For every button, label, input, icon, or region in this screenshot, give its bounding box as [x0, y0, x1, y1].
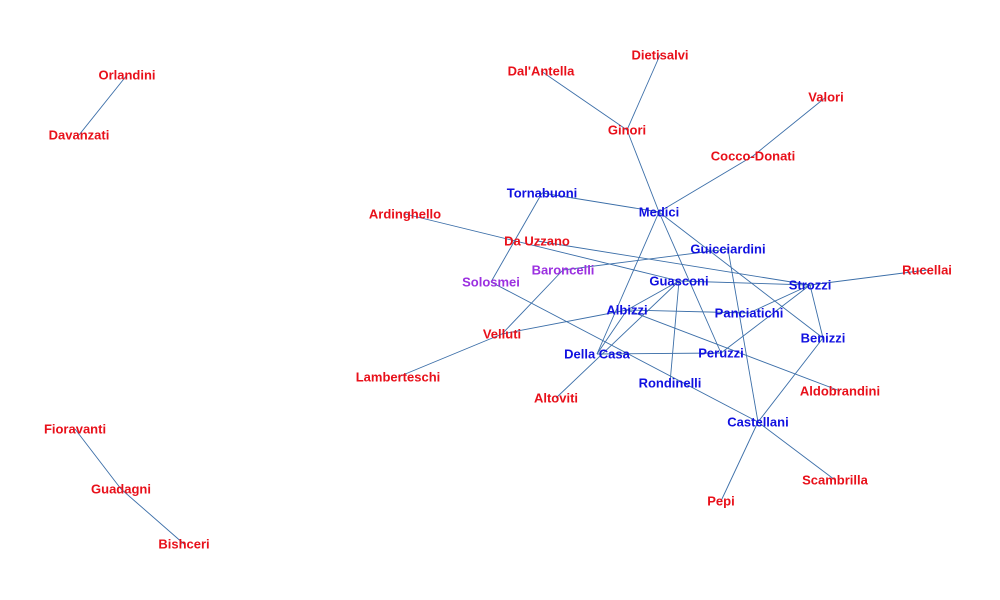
edge-medici-benizzi — [658, 211, 824, 339]
edge-guasconi-rondinelli — [669, 280, 680, 384]
edge-coccodonati-medici — [658, 155, 754, 213]
edge-strozzi-benizzi — [809, 284, 824, 339]
edge-tornabuoni-solosmei — [490, 192, 543, 283]
node-guasconi: Guasconi — [649, 274, 708, 289]
edge-solosmei-castellani — [490, 281, 759, 423]
edge-ginori-medici — [626, 129, 660, 213]
edge-dellacasa-peruzzi — [596, 352, 722, 355]
edge-guasconi-strozzi — [678, 280, 811, 286]
node-velluti: Velluti — [483, 327, 521, 342]
edge-albizzi-dellacasa — [596, 309, 628, 355]
edge-albizzi-aldobrandini — [626, 309, 841, 392]
edges-layer — [74, 54, 928, 545]
node-solosmei: Solosmei — [462, 275, 520, 290]
node-dietisalvi: Dietisalvi — [631, 48, 688, 63]
edge-tornabuoni-medici — [541, 192, 660, 213]
edge-medici-dellacasa — [596, 211, 660, 355]
node-baroncelli: Baroncelli — [532, 263, 595, 278]
edge-benizzi-castellani — [757, 337, 824, 423]
node-bishceri: Bishceri — [158, 537, 209, 552]
edge-guasconi-altoviti — [555, 280, 680, 399]
node-dellacasa: Della Casa — [564, 347, 631, 362]
node-altoviti: Altoviti — [534, 391, 578, 406]
node-guadagni: Guadagni — [91, 482, 151, 497]
edge-strozzi-peruzzi — [720, 284, 811, 354]
node-panciatichi: Panciatichi — [715, 306, 784, 321]
node-castellani: Castellani — [727, 415, 788, 430]
node-ardinghello: Ardinghello — [369, 207, 441, 222]
edge-castellani-scambrilla — [757, 421, 836, 481]
edge-valori-coccodonati — [752, 96, 827, 157]
edge-fioravanti-guadagni — [74, 428, 122, 490]
node-strozzi: Strozzi — [789, 278, 832, 293]
edge-guasconi-albizzi — [626, 280, 680, 311]
node-benizzi: Benizzi — [801, 331, 846, 346]
edge-dietisalvi-ginori — [626, 54, 661, 131]
node-pepi: Pepi — [707, 494, 734, 509]
edge-albizzi-panciatichi — [626, 309, 750, 314]
node-fioravanti: Fioravanti — [44, 422, 106, 437]
edge-castellani-pepi — [720, 421, 759, 502]
edge-guadagni-bishceri — [120, 488, 185, 545]
node-dauzzano: Da Uzzano — [504, 234, 570, 249]
node-valori: Valori — [808, 90, 843, 105]
edge-orlandini-davanzati — [78, 74, 128, 136]
edge-baroncelli-velluti — [501, 269, 564, 335]
node-guicciardini: Guicciardini — [690, 242, 765, 257]
node-rondinelli: Rondinelli — [639, 376, 702, 391]
edge-dalantella-ginori — [540, 70, 628, 131]
edge-strozzi-panciatichi — [748, 284, 811, 314]
edge-guicciardini-baroncelli — [562, 248, 729, 271]
edge-albizzi-velluti — [501, 309, 628, 335]
node-aldobrandini: Aldobrandini — [800, 384, 880, 399]
node-davanzati: Davanzati — [49, 128, 110, 143]
node-peruzzi: Peruzzi — [698, 346, 744, 361]
node-ginori: Ginori — [608, 123, 646, 138]
node-dalantella: Dal'Antella — [508, 64, 575, 79]
node-tornabuoni: Tornabuoni — [507, 186, 578, 201]
edge-medici-peruzzi — [658, 211, 722, 354]
node-coccodonati: Cocco-Donati — [711, 149, 796, 164]
edge-strozzi-rucellai — [809, 269, 928, 286]
nodes-layer: Orlandini Davanzati Fioravanti Guadagni Bish… — [44, 48, 952, 552]
node-medici: Medici — [639, 205, 679, 220]
edge-dauzzano-strozzi — [536, 240, 811, 286]
edge-velluti-lamberteschi — [397, 333, 503, 378]
edge-guicciardini-castellani — [727, 248, 759, 423]
node-scambrilla: Scambrilla — [802, 473, 869, 488]
node-lamberteschi: Lamberteschi — [356, 370, 441, 385]
node-rucellai: Rucellai — [902, 263, 952, 278]
node-albizzi: Albizzi — [606, 303, 647, 318]
node-orlandini: Orlandini — [98, 68, 155, 83]
